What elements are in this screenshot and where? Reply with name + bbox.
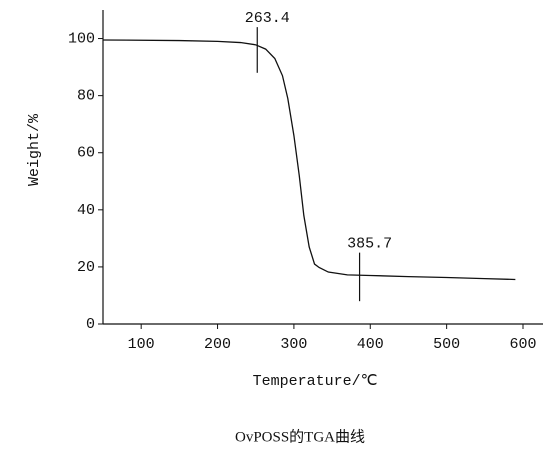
y-tick-label: 60 — [77, 145, 95, 162]
x-tick-label: 600 — [509, 336, 536, 353]
data-line — [102, 39, 516, 281]
y-tick-label: 100 — [68, 31, 95, 48]
x-tick-label: 400 — [357, 336, 384, 353]
y-tick-label: 80 — [77, 88, 95, 105]
y-tick-label: 40 — [77, 202, 95, 219]
x-tick-label: 200 — [204, 336, 231, 353]
x-tick-label: 300 — [280, 336, 307, 353]
annotation-label: 385.7 — [347, 236, 392, 253]
y-axis-label: Weight/% — [26, 113, 43, 186]
x-tick-label: 500 — [433, 336, 460, 353]
x-tick-label: 100 — [128, 336, 155, 353]
x-axis-label: Temperature/℃ — [253, 373, 378, 390]
y-tick-label: 0 — [86, 316, 95, 333]
y-tick-label: 20 — [77, 259, 95, 276]
annotation-label: 263.4 — [245, 10, 290, 27]
caption: OvPOSS的TGA曲线 — [235, 428, 365, 445]
